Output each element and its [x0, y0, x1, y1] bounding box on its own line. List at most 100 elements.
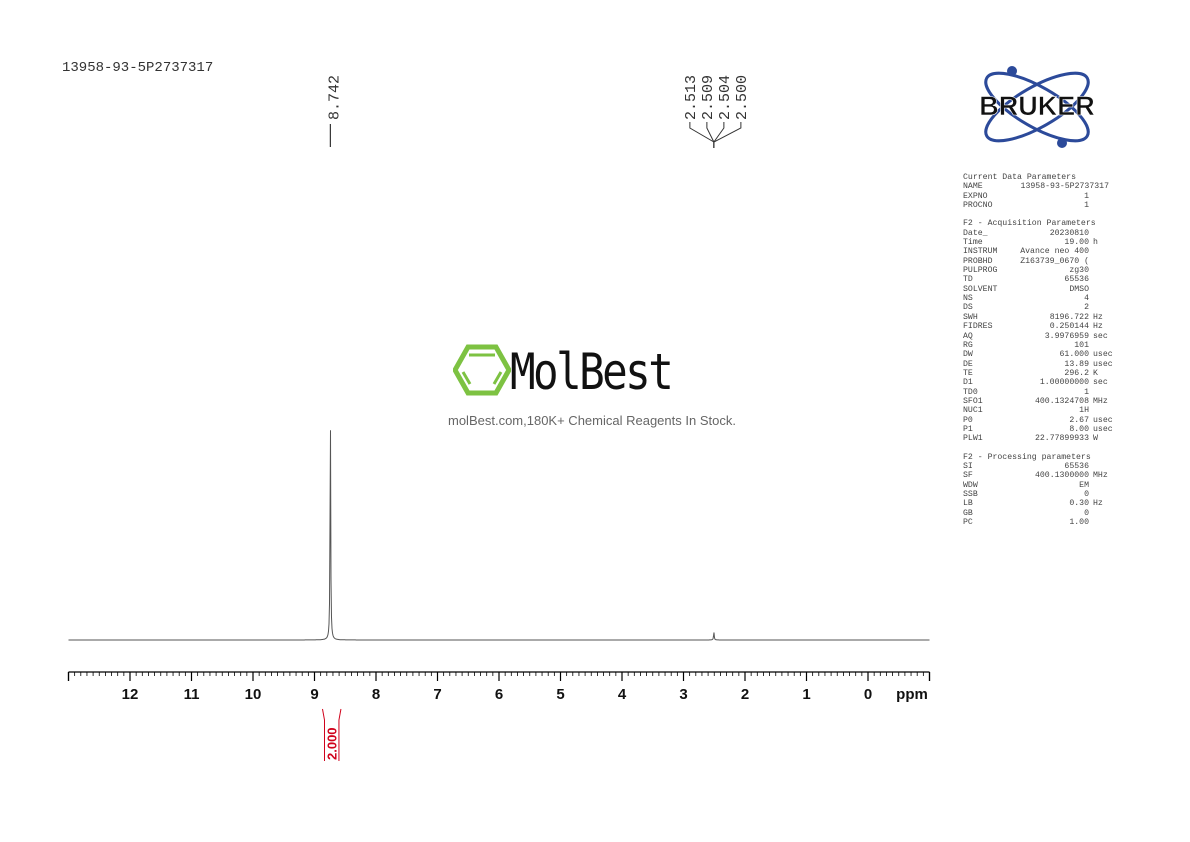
param-unit — [1089, 509, 1093, 518]
param-row: PROBHD Z163739_0670 ( — [963, 257, 1113, 266]
param-section-title: F2 - Processing parameters — [963, 452, 1091, 462]
param-row: RG 101 — [963, 341, 1113, 350]
param-value: 22.77899933 — [1034, 434, 1089, 444]
param-unit — [1089, 266, 1093, 275]
param-row: SSB 0 — [963, 490, 1113, 499]
bruker-logo-text: BRUKER — [979, 91, 1095, 121]
param-value: 1 — [1084, 387, 1089, 397]
param-key: DW — [963, 350, 973, 360]
peak-label-leader — [713, 122, 725, 148]
param-unit: Hz — [1093, 499, 1103, 509]
x-tick-label: 6 — [495, 686, 503, 703]
param-row: NS 4 — [963, 294, 1113, 303]
param-row: PROCNO 1 — [963, 201, 1113, 210]
param-value: 0 — [1084, 490, 1089, 499]
param-unit: usec — [1093, 424, 1113, 434]
param-row: Date_ 20230810 — [963, 229, 1113, 238]
peak-label: 2.504 — [717, 75, 734, 120]
param-value: 4 — [1084, 294, 1089, 304]
param-row: DW 61.000 usec — [963, 350, 1113, 359]
x-tick-label: 8 — [372, 686, 380, 703]
param-row: NAME 13958-93-5P2737317 — [963, 182, 1113, 191]
param-key: PULPROG — [963, 266, 998, 276]
param-row: TE 296.2 K — [963, 369, 1113, 378]
param-key: NAME — [963, 182, 983, 192]
benzene-logo-icon — [453, 344, 511, 396]
param-row: NUC1 1H — [963, 406, 1113, 415]
spectrum-trace — [68, 430, 930, 641]
param-unit: usec — [1093, 415, 1113, 425]
param-key: TD — [963, 275, 973, 285]
param-unit — [1089, 257, 1093, 266]
param-row: TD0 1 — [963, 388, 1113, 397]
x-tick-label: 11 — [184, 686, 200, 703]
param-unit: h — [1093, 238, 1098, 248]
param-unit — [1089, 481, 1093, 490]
peak-label: 2.509 — [700, 75, 717, 120]
param-unit: sec — [1093, 331, 1108, 341]
param-value: EM — [1079, 480, 1089, 490]
peak-label: 2.513 — [683, 75, 700, 120]
param-value: 8196.722 — [1049, 312, 1089, 322]
param-unit — [1089, 192, 1093, 201]
param-unit: usec — [1093, 359, 1113, 369]
param-key: P0 — [963, 415, 973, 425]
param-unit — [1089, 275, 1093, 284]
param-key: INSTRUM — [963, 247, 998, 257]
param-unit: MHz — [1093, 396, 1108, 406]
param-key: NS — [963, 294, 973, 304]
param-value: 0.250144 — [1049, 322, 1089, 332]
param-row: P1 8.00 usec — [963, 425, 1113, 434]
param-value: 1.00000000 — [1039, 378, 1089, 388]
x-tick-label: 2 — [741, 686, 749, 703]
param-unit: Hz — [1093, 322, 1103, 332]
param-row: DE 13.89 usec — [963, 360, 1113, 369]
param-value: 65536 — [1064, 461, 1089, 471]
param-unit — [1089, 285, 1093, 294]
bruker-logo: BRUKER — [979, 66, 1095, 148]
x-tick-label: 12 — [122, 686, 139, 703]
param-unit — [1089, 247, 1093, 256]
watermark-brand: MolBest — [510, 343, 674, 401]
param-unit: sec — [1093, 378, 1108, 388]
param-value: 3.9976959 — [1044, 331, 1089, 341]
param-key: EXPNO — [963, 191, 988, 201]
param-key: NUC1 — [963, 406, 983, 416]
param-row: D1 1.00000000 sec — [963, 378, 1113, 387]
param-section-title: Current Data Parameters — [963, 173, 1077, 182]
param-key: TD0 — [963, 387, 978, 397]
param-value: 101 — [1074, 340, 1089, 350]
param-key: SI — [963, 461, 973, 471]
param-value: 1.00 — [1069, 518, 1089, 528]
param-value: 65536 — [1064, 275, 1089, 285]
param-row: WDW EM — [963, 481, 1113, 490]
param-row: Time 19.00 h — [963, 238, 1113, 247]
param-unit — [1089, 406, 1093, 415]
param-row: SFO1 400.1324708 MHz — [963, 397, 1113, 406]
param-key: PLW1 — [963, 434, 983, 444]
param-unit: usec — [1093, 350, 1113, 360]
param-row: SWH 8196.722 Hz — [963, 313, 1113, 322]
peak-label: 8.742 — [326, 75, 343, 120]
param-row: EXPNO 1 — [963, 192, 1113, 201]
param-section-title: F2 - Acquisition Parameters — [963, 219, 1096, 229]
param-unit — [1109, 182, 1113, 191]
param-value: 13958-93-5P2737317 — [1020, 182, 1109, 192]
param-unit — [1089, 303, 1093, 312]
param-unit: MHz — [1093, 471, 1108, 481]
integral-bracket — [322, 708, 325, 761]
param-row: DS 2 — [963, 303, 1113, 312]
param-unit — [1089, 201, 1093, 210]
param-key: LB — [963, 499, 973, 509]
param-row: SOLVENT DMSO — [963, 285, 1113, 294]
param-value: 13.89 — [1064, 359, 1089, 369]
parameters-panel: Current Data Parameters NAME 13958-93-5P27… — [963, 173, 1113, 527]
param-value: 19.00 — [1064, 238, 1089, 248]
param-key: PROBHD — [963, 256, 993, 266]
param-row: GB 0 — [963, 509, 1113, 518]
param-row: PC 1.00 — [963, 518, 1113, 527]
peak-label: 2.500 — [734, 75, 751, 120]
param-key: DE — [963, 359, 973, 369]
param-row: TD 65536 — [963, 275, 1113, 284]
param-value: 1 — [1084, 201, 1089, 211]
